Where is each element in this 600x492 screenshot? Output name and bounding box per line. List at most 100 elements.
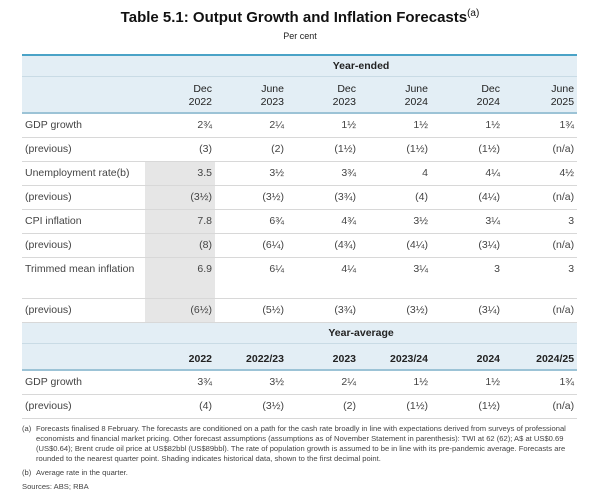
table-cell: 3½: [359, 209, 431, 234]
table-cell: 1½: [287, 113, 359, 138]
table-cell: 2¼: [287, 370, 359, 395]
column-header-year: 2023: [332, 96, 356, 108]
table-row: Unemployment rate(b) 3.5 3½ 3¾ 4 4¼ 4½: [22, 161, 578, 186]
table-cell: 3¾: [145, 370, 215, 395]
table-cell: (4): [359, 185, 431, 210]
table-cell: 3½: [215, 370, 287, 395]
table-cell: (3½): [215, 394, 287, 419]
table-cell: (n/a): [503, 185, 578, 210]
column-header: June 2025: [503, 76, 578, 114]
table-cell: (6½): [145, 298, 215, 323]
table-cell: (3¼): [431, 298, 503, 323]
table-row: GDP growth 2¾ 2¼ 1½ 1½ 1½ 1¾: [22, 113, 578, 138]
column-header: June 2024: [359, 76, 431, 114]
column-header: 2023/24: [359, 343, 431, 371]
table-cell: 3¼: [431, 209, 503, 234]
row-label: (previous): [22, 298, 145, 323]
table-cell: 1¾: [503, 113, 578, 138]
table-cell: (8): [145, 233, 215, 258]
table-cell: (n/a): [503, 233, 578, 258]
table-cell: (4¾): [287, 233, 359, 258]
table-cell: (5½): [215, 298, 287, 323]
table-row: (previous) (4) (3½) (2) (1½) (1½) (n/a): [22, 394, 578, 419]
table-row: Trimmed mean inflation 6.9 6¼ 4¼ 3¼ 3 3: [22, 257, 578, 299]
row-label: (previous): [22, 137, 145, 162]
table-cell: 3: [503, 209, 578, 234]
footnotes: (a) Forecasts finalised 8 February. The f…: [22, 424, 578, 492]
table-cell: 4¼: [287, 257, 359, 299]
table-cell: 3¾: [287, 161, 359, 186]
table-container: Year-ended Dec 2022 June 2023 Dec 2023 June 2024…: [22, 54, 578, 492]
table-cell: (n/a): [503, 137, 578, 162]
table-row: (previous) (3½) (3½) (3¾) (4) (4¼) (n/a): [22, 185, 578, 210]
column-header-year: 2024: [404, 96, 428, 108]
column-header-month: June: [551, 83, 575, 95]
header-spacer: [22, 76, 145, 114]
table-cell: (3½): [145, 185, 215, 210]
column-header-year: 2025: [550, 96, 575, 108]
row-label: CPI inflation: [22, 209, 145, 234]
table-cell: 3.5: [145, 161, 215, 186]
column-header-year: 2023: [260, 96, 284, 108]
row-label: GDP growth: [22, 113, 145, 138]
table-title: Table 5.1: Output Growth and Inflation F…: [0, 0, 600, 27]
table-cell: 2¼: [215, 113, 287, 138]
units-label: Per cent: [283, 31, 317, 41]
column-header-month: Dec: [193, 83, 212, 95]
table-row: CPI inflation 7.8 6¾ 4¾ 3½ 3¼ 3: [22, 209, 578, 234]
table-cell: 4¾: [287, 209, 359, 234]
group-header-year-average: Year-average: [22, 322, 578, 344]
table-cell: (3¾): [287, 185, 359, 210]
footnote-b: (b) Average rate in the quarter.: [22, 468, 578, 478]
row-label: (previous): [22, 185, 145, 210]
table-cell: 4¼: [431, 161, 503, 186]
row-label: (previous): [22, 233, 145, 258]
table-cell: 3¼: [359, 257, 431, 299]
title-text: Table 5.1: Output Growth and Inflation F…: [120, 9, 468, 26]
column-header-month: Dec: [337, 83, 356, 95]
table-cell: (n/a): [503, 298, 578, 323]
table-cell: (n/a): [503, 394, 578, 419]
table-cell: (3½): [359, 298, 431, 323]
column-header: June 2023: [215, 76, 287, 114]
table-cell: (1½): [359, 394, 431, 419]
footnote-a: (a) Forecasts finalised 8 February. The f…: [22, 424, 578, 464]
header-spacer: [22, 322, 145, 344]
column-header: 2022: [145, 343, 215, 371]
sources: Sources: ABS; RBA: [22, 482, 89, 491]
table-cell: (2): [215, 137, 287, 162]
table-cell: (3¾): [287, 298, 359, 323]
table-cell: 6¼: [215, 257, 287, 299]
column-header-month: June: [261, 83, 284, 95]
column-headers: 2022 2022/23 2023 2023/24 2024 2024/25: [22, 343, 578, 371]
table-cell: (1½): [431, 394, 503, 419]
table-cell: (6¼): [215, 233, 287, 258]
table-row: (previous) (3) (2) (1½) (1½) (1½) (n/a): [22, 137, 578, 162]
table-cell: 1½: [359, 113, 431, 138]
table-cell: 1¾: [503, 370, 578, 395]
column-header: 2023: [287, 343, 359, 371]
table-cell: 4½: [503, 161, 578, 186]
row-label: (previous): [22, 394, 145, 419]
column-header: 2022/23: [215, 343, 287, 371]
group-heading: Year-average: [145, 322, 578, 344]
column-header-year: 2022: [188, 96, 212, 108]
row-label: GDP growth: [22, 370, 145, 395]
table-cell: 2¾: [145, 113, 215, 138]
column-header: 2024/25: [503, 343, 578, 371]
table-row: GDP growth 3¾ 3½ 2¼ 1½ 1½ 1¾: [22, 370, 578, 395]
table-cell: 1½: [359, 370, 431, 395]
column-header-month: June: [405, 83, 428, 95]
table-cell: (4¼): [431, 185, 503, 210]
column-headers: Dec 2022 June 2023 Dec 2023 June 2024 Dec 2024 Jun…: [22, 76, 578, 114]
table-row: (previous) (6½) (5½) (3¾) (3½) (3¼) (n/a): [22, 298, 578, 323]
table-cell: 1½: [431, 113, 503, 138]
table-cell: 4: [359, 161, 431, 186]
column-header: Dec 2024: [431, 76, 503, 114]
table-cell: 3: [503, 257, 578, 299]
table-cell: 1½: [431, 370, 503, 395]
table-cell: 7.8: [145, 209, 215, 234]
footnote-key: (b): [22, 468, 32, 477]
table-cell: (4¼): [359, 233, 431, 258]
title-footnote-marker: (a): [467, 8, 480, 19]
